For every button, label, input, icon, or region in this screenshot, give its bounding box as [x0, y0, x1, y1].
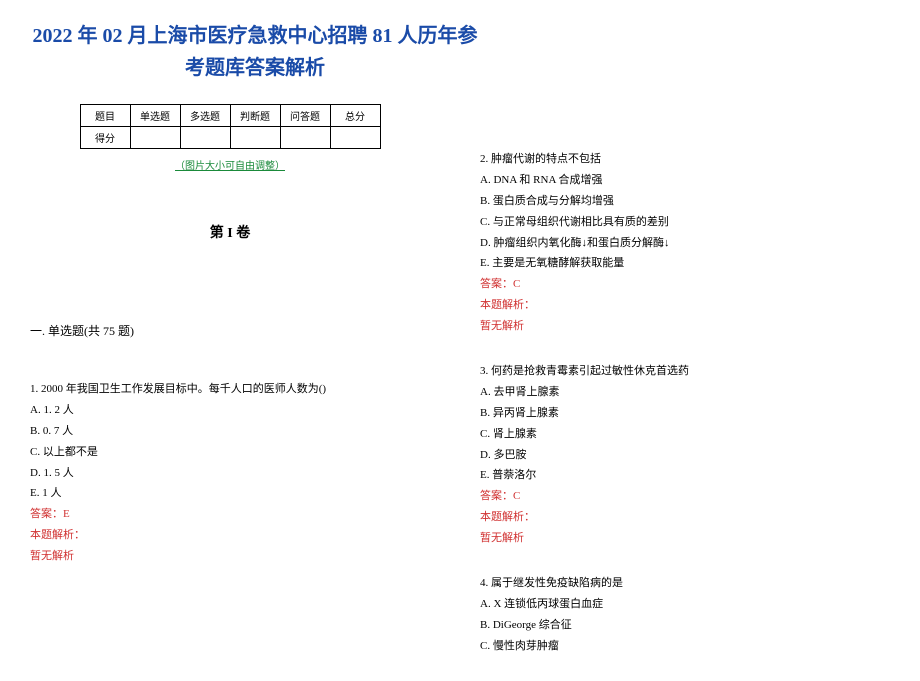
document-title: 2022 年 02 月上海市医疗急救中心招聘 81 人历年参考题库答案解析: [30, 20, 480, 84]
section-header: 一. 单选题(共 75 题): [30, 322, 430, 339]
table-header-row: 题目 单选题 多选题 判断题 问答题 总分: [80, 105, 380, 127]
table-row-label: 得分: [80, 127, 130, 149]
question-2: 2. 肿瘤代谢的特点不包括 A. DNA 和 RNA 合成增强 B. 蛋白质合成…: [480, 149, 860, 337]
analysis-content: 暂无解析: [30, 546, 430, 567]
answer: 答案：E: [30, 504, 430, 525]
resize-note: （图片大小可自由调整）: [30, 157, 430, 172]
question-4: 4. 属于继发性免疫缺陷病的是 A. X 连锁低丙球蛋白血症 B. DiGeor…: [480, 573, 860, 657]
table-header-cell: 单选题: [130, 105, 180, 127]
left-column: 题目 单选题 多选题 判断题 问答题 总分 得分 （图片大小可自由调整） 第 I…: [30, 104, 430, 681]
table-header-cell: 题目: [80, 105, 130, 127]
option: A. 1. 2 人: [30, 400, 430, 421]
answer: 答案：C: [480, 486, 860, 507]
option: C. 肾上腺素: [480, 424, 860, 445]
table-header-cell: 问答题: [280, 105, 330, 127]
right-column: 2. 肿瘤代谢的特点不包括 A. DNA 和 RNA 合成增强 B. 蛋白质合成…: [480, 104, 860, 681]
option: C. 与正常母组织代谢相比具有质的差别: [480, 212, 860, 233]
option: E. 普萘洛尔: [480, 465, 860, 486]
table-score-row: 得分: [80, 127, 380, 149]
table-cell: [130, 127, 180, 149]
analysis-content: 暂无解析: [480, 316, 860, 337]
analysis-content: 暂无解析: [480, 528, 860, 549]
answer: 答案：C: [480, 274, 860, 295]
option: B. 异丙肾上腺素: [480, 403, 860, 424]
score-table: 题目 单选题 多选题 判断题 问答题 总分 得分: [80, 104, 381, 149]
option: B. 蛋白质合成与分解均增强: [480, 191, 860, 212]
table-cell: [330, 127, 380, 149]
option: C. 以上都不是: [30, 442, 430, 463]
question-text: 4. 属于继发性免疫缺陷病的是: [480, 573, 860, 594]
option: C. 慢性肉芽肿瘤: [480, 636, 860, 657]
volume-header: 第 I 卷: [30, 222, 430, 242]
question-text: 2. 肿瘤代谢的特点不包括: [480, 149, 860, 170]
option: B. 0. 7 人: [30, 421, 430, 442]
analysis-label: 本题解析：: [480, 295, 860, 316]
option: D. 多巴胺: [480, 445, 860, 466]
question-text: 1. 2000 年我国卫生工作发展目标中。每千人口的医师人数为(): [30, 379, 430, 400]
option: A. DNA 和 RNA 合成增强: [480, 170, 860, 191]
option: E. 主要是无氧糖酵解获取能量: [480, 253, 860, 274]
table-cell: [230, 127, 280, 149]
option: B. DiGeorge 综合征: [480, 615, 860, 636]
table-header-cell: 多选题: [180, 105, 230, 127]
question-1: 1. 2000 年我国卫生工作发展目标中。每千人口的医师人数为() A. 1. …: [30, 379, 430, 567]
table-cell: [280, 127, 330, 149]
option: A. 去甲肾上腺素: [480, 382, 860, 403]
question-3: 3. 何药是抢救青霉素引起过敏性休克首选药 A. 去甲肾上腺素 B. 异丙肾上腺…: [480, 361, 860, 549]
option: D. 肿瘤组织内氧化酶↓和蛋白质分解酶↓: [480, 233, 860, 254]
content-columns: 题目 单选题 多选题 判断题 问答题 总分 得分 （图片大小可自由调整） 第 I…: [30, 104, 890, 681]
question-text: 3. 何药是抢救青霉素引起过敏性休克首选药: [480, 361, 860, 382]
option: D. 1. 5 人: [30, 463, 430, 484]
table-header-cell: 总分: [330, 105, 380, 127]
table-cell: [180, 127, 230, 149]
option: E. 1 人: [30, 483, 430, 504]
table-header-cell: 判断题: [230, 105, 280, 127]
option: A. X 连锁低丙球蛋白血症: [480, 594, 860, 615]
analysis-label: 本题解析：: [30, 525, 430, 546]
analysis-label: 本题解析：: [480, 507, 860, 528]
